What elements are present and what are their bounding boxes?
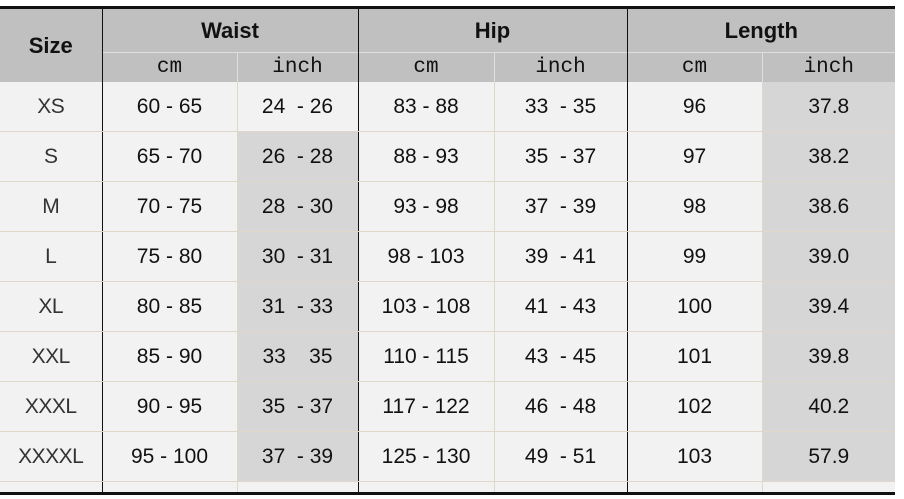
unit-inch: inch	[236, 52, 359, 82]
cell-length-inch: 40.2	[761, 381, 896, 432]
empty-cell	[0, 481, 102, 494]
cell-hip-inch: 39 - 41	[493, 231, 628, 282]
cell-hip-cm: 83 - 88	[357, 82, 495, 132]
unit-inch: inch	[761, 52, 896, 82]
empty-cell	[761, 481, 896, 494]
cell-waist-cm: 95 - 100	[101, 431, 237, 482]
table-row: XS 60 - 65 24 - 26 83 - 88 33 - 35 96 37.8	[0, 82, 896, 132]
table-row: XXL 85 - 90 33 35 110 - 115 43 - 45 101 39.8	[0, 331, 896, 382]
cell-waist-cm: 70 - 75	[101, 181, 237, 232]
table-row: S 65 - 70 26 - 28 88 - 93 35 - 37 97 38.2	[0, 131, 896, 182]
header-size: Size	[0, 7, 102, 82]
cell-length-cm: 102	[626, 381, 763, 432]
cell-length-cm: 99	[626, 231, 763, 282]
cell-hip-inch: 37 - 39	[493, 181, 628, 232]
cell-size: XXL	[0, 331, 102, 382]
cell-waist-inch: 33 35	[236, 331, 359, 382]
cell-waist-cm: 60 - 65	[101, 82, 237, 132]
table-footer-strip	[0, 481, 896, 494]
cell-length-cm: 100	[626, 281, 763, 332]
cell-waist-cm: 75 - 80	[101, 231, 237, 282]
header-waist: Waist	[101, 7, 359, 53]
cell-hip-inch: 33 - 35	[493, 82, 628, 132]
cell-waist-cm: 90 - 95	[101, 381, 237, 432]
cell-length-inch: 37.8	[761, 82, 896, 132]
cell-length-inch: 38.2	[761, 131, 896, 182]
unit-inch: inch	[493, 52, 628, 82]
cell-hip-cm: 98 - 103	[357, 231, 495, 282]
table-row: L 75 - 80 30 - 31 98 - 103 39 - 41 99 39.0	[0, 231, 896, 282]
cell-length-cm: 101	[626, 331, 763, 382]
cell-hip-inch: 35 - 37	[493, 131, 628, 182]
cell-size: XXXL	[0, 381, 102, 432]
table-row: XL 80 - 85 31 - 33 103 - 108 41 - 43 100 39.4	[0, 281, 896, 332]
empty-cell	[236, 481, 359, 494]
cell-size: XL	[0, 281, 102, 332]
cell-size: M	[0, 181, 102, 232]
cell-length-inch: 38.6	[761, 181, 896, 232]
header-hip: Hip	[357, 7, 628, 53]
table-row: M 70 - 75 28 - 30 93 - 98 37 - 39 98 38.6	[0, 181, 896, 232]
cell-waist-inch: 24 - 26	[236, 82, 359, 132]
cell-size: XS	[0, 82, 102, 132]
table-row: XXXXL 95 - 100 37 - 39 125 - 130 49 - 51 103 5…	[0, 431, 896, 482]
empty-cell	[493, 481, 628, 494]
cell-hip-inch: 46 - 48	[493, 381, 628, 432]
cell-hip-cm: 103 - 108	[357, 281, 495, 332]
cell-waist-cm: 85 - 90	[101, 331, 237, 382]
cell-waist-cm: 65 - 70	[101, 131, 237, 182]
empty-cell	[101, 481, 237, 494]
cell-waist-inch: 35 - 37	[236, 381, 359, 432]
cell-waist-inch: 37 - 39	[236, 431, 359, 482]
cell-hip-inch: 43 - 45	[493, 331, 628, 382]
cell-size: S	[0, 131, 102, 182]
cell-hip-cm: 110 - 115	[357, 331, 495, 382]
cell-hip-cm: 117 - 122	[357, 381, 495, 432]
size-chart-table: Size Waist Hip Length cm inch cm inch cm…	[0, 6, 896, 495]
cell-waist-cm: 80 - 85	[101, 281, 237, 332]
empty-cell	[357, 481, 495, 494]
cell-hip-cm: 125 - 130	[357, 431, 495, 482]
unit-cm: cm	[101, 52, 237, 82]
cell-length-inch: 39.0	[761, 231, 896, 282]
cell-length-cm: 98	[626, 181, 763, 232]
header-length: Length	[626, 7, 896, 53]
cell-waist-inch: 31 - 33	[236, 281, 359, 332]
table-row: XXXL 90 - 95 35 - 37 117 - 122 46 - 48 102 40.…	[0, 381, 896, 432]
cell-waist-inch: 30 - 31	[236, 231, 359, 282]
cell-length-cm: 96	[626, 82, 763, 132]
cell-hip-inch: 41 - 43	[493, 281, 628, 332]
cell-length-inch: 57.9	[761, 431, 896, 482]
cell-size: L	[0, 231, 102, 282]
cell-hip-inch: 49 - 51	[493, 431, 628, 482]
cell-hip-cm: 93 - 98	[357, 181, 495, 232]
cell-length-inch: 39.8	[761, 331, 896, 382]
cell-hip-cm: 88 - 93	[357, 131, 495, 182]
unit-cm: cm	[357, 52, 495, 82]
cell-length-inch: 39.4	[761, 281, 896, 332]
unit-cm: cm	[626, 52, 763, 82]
cell-length-cm: 103	[626, 431, 763, 482]
empty-cell	[626, 481, 763, 494]
cell-waist-inch: 26 - 28	[236, 131, 359, 182]
cell-size: XXXXL	[0, 431, 102, 482]
cell-length-cm: 97	[626, 131, 763, 182]
cell-waist-inch: 28 - 30	[236, 181, 359, 232]
